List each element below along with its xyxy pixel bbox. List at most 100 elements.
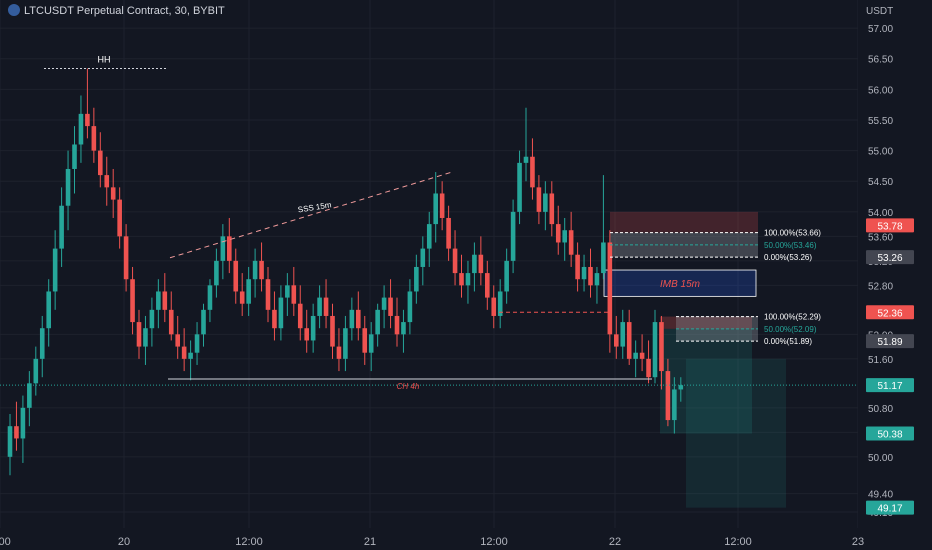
fib-label: 100.00%(53.66) xyxy=(764,229,821,238)
price-label-bg xyxy=(866,426,914,441)
candle-body xyxy=(162,291,168,310)
candle-body xyxy=(330,315,335,347)
price-tick: 56.50 xyxy=(868,55,893,66)
ch-label: CH 4h xyxy=(397,382,420,391)
candle-body xyxy=(278,297,284,329)
price-label-bg xyxy=(866,218,914,233)
price-label: 52.36 xyxy=(877,308,902,319)
candle-body xyxy=(85,113,90,127)
sss-label: SSS 15m xyxy=(297,200,332,214)
fib-label: 50.00%(52.09) xyxy=(764,325,817,334)
candle-body xyxy=(214,260,219,286)
candle-body xyxy=(426,224,432,249)
candle-body xyxy=(168,309,174,335)
candle-body xyxy=(291,285,297,304)
time-tick: 12:00 xyxy=(724,536,752,548)
time-axis[interactable]: 2:00 20 12:00 21 12:00 22 12:00 23 xyxy=(0,528,932,550)
position-target-zone-2 xyxy=(686,358,786,508)
candle-body xyxy=(297,303,303,329)
candle-body xyxy=(588,266,593,286)
candle-body xyxy=(626,322,632,359)
candle-body xyxy=(343,328,348,359)
fib-label: 100.00%(52.29) xyxy=(764,313,821,322)
price-tick: 55.50 xyxy=(868,116,893,127)
candle-body xyxy=(394,315,400,335)
candle-body xyxy=(323,297,329,316)
candle-body xyxy=(136,322,142,347)
candle-body xyxy=(523,156,529,163)
candle-body xyxy=(33,358,39,384)
candle-body xyxy=(59,205,64,249)
candle-body xyxy=(20,407,26,439)
candle-body xyxy=(272,309,277,329)
symbol-title-text: LTCUSDT Perpetual Contract, 30, BYBIT xyxy=(24,5,225,17)
candle-body xyxy=(665,371,671,421)
candle-body xyxy=(7,426,13,457)
candle-body xyxy=(201,309,206,335)
price-axis-bg xyxy=(858,0,932,550)
candle-body xyxy=(401,322,406,335)
fib-label: 50.00%(53.46) xyxy=(764,241,817,250)
candle-body xyxy=(91,126,97,151)
time-axis-bg xyxy=(0,528,932,550)
candle-body xyxy=(530,156,535,188)
candle-body xyxy=(414,266,419,292)
candle-body xyxy=(143,328,148,347)
candle-body xyxy=(633,352,638,359)
candle-body xyxy=(181,346,187,359)
candle-body xyxy=(356,309,361,329)
symbol-title[interactable]: LTCUSDT Perpetual Contract, 30, BYBIT xyxy=(8,4,225,17)
imb-box xyxy=(603,269,757,297)
candle-body xyxy=(65,168,71,206)
drawings-layer: HH SSS 15m CH 4h IMB 15m 100.00%(53.66) 50.00… xyxy=(0,55,858,391)
price-label: 53.78 xyxy=(877,221,902,232)
candle-body xyxy=(304,328,309,341)
candle-body xyxy=(78,113,84,145)
candle-body xyxy=(123,236,129,280)
candle-body xyxy=(465,273,471,286)
candle-body xyxy=(639,352,645,359)
candle-body xyxy=(72,144,77,169)
candle-body xyxy=(478,254,484,274)
candle-body xyxy=(381,297,387,310)
price-label-bg xyxy=(866,305,914,320)
candle-body xyxy=(110,187,116,200)
candle-body xyxy=(246,279,251,304)
candle-body xyxy=(433,193,438,225)
candle-body xyxy=(510,211,516,261)
price-tick: 51.60 xyxy=(868,355,893,366)
fib-label: 0.00%(51.89) xyxy=(764,337,812,346)
candle-body xyxy=(98,150,103,176)
candle-body xyxy=(568,230,574,255)
candle-body xyxy=(452,248,458,274)
candle-body xyxy=(375,309,380,335)
candle-body xyxy=(672,389,677,421)
price-label-bg xyxy=(866,250,914,265)
candle-body xyxy=(388,297,393,316)
candle-body xyxy=(601,242,606,274)
candle-body xyxy=(420,248,426,267)
candle-body xyxy=(220,236,226,261)
price-label-bg xyxy=(866,500,914,515)
price-label: 50.38 xyxy=(877,430,902,441)
fib-label: 0.00%(53.26) xyxy=(764,253,812,262)
time-tick: 2:00 xyxy=(0,536,11,548)
price-axis[interactable]: USDT 57.00 56.50 56.00 55.50 55.00 54.50 54.00 5… xyxy=(858,0,932,550)
candle-body xyxy=(497,291,503,316)
candle-body xyxy=(227,236,232,261)
price-label: 49.17 xyxy=(877,504,902,515)
candle-body xyxy=(549,193,555,225)
time-tick: 23 xyxy=(852,536,864,548)
candle-body xyxy=(104,175,110,188)
hh-label: HH xyxy=(98,55,111,65)
time-tick: 20 xyxy=(118,536,130,548)
price-tick: 54.00 xyxy=(868,208,893,219)
time-tick: 12:00 xyxy=(480,536,508,548)
time-tick: 22 xyxy=(609,536,621,548)
candle-body xyxy=(555,224,561,243)
price-tick: 50.80 xyxy=(868,404,893,415)
candle-body xyxy=(459,273,464,286)
candle-body xyxy=(317,297,322,316)
price-label-bg xyxy=(866,378,914,393)
